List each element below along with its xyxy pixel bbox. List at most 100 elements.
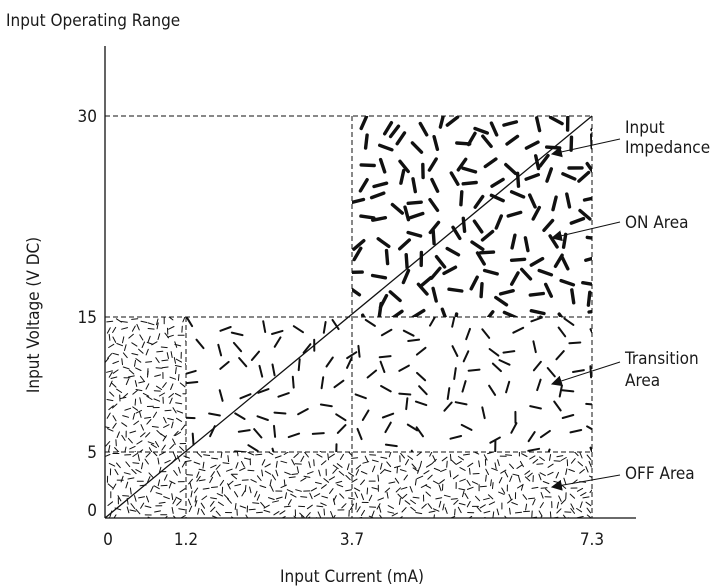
pattern-dash <box>610 274 614 287</box>
pattern-dash <box>353 487 361 492</box>
pattern-dash <box>122 415 129 418</box>
pattern-dash <box>142 392 150 397</box>
pattern-dash <box>180 424 186 431</box>
pattern-dash <box>461 180 478 186</box>
pattern-dash <box>262 320 267 333</box>
pattern-dash <box>333 379 345 389</box>
pattern-dash <box>219 326 232 332</box>
pattern-dash <box>168 393 174 398</box>
pattern-dash <box>372 181 389 189</box>
pattern-dash <box>121 358 123 366</box>
pattern-dash <box>156 350 164 353</box>
pattern-dash <box>404 252 409 270</box>
pattern-dash <box>474 520 476 526</box>
pattern-dash <box>122 393 129 399</box>
pattern-dash <box>502 350 516 354</box>
pattern-dash <box>299 512 305 518</box>
pattern-dash <box>544 282 553 298</box>
pattern-dash <box>449 335 450 348</box>
pattern-dash <box>145 361 153 363</box>
pattern-dash <box>445 246 461 257</box>
pattern-dash <box>558 384 563 398</box>
pattern-dash <box>128 369 135 375</box>
pattern-dash <box>504 515 508 518</box>
pattern-dash <box>585 235 592 240</box>
pattern-dash <box>322 321 327 334</box>
pattern-dash <box>353 328 361 338</box>
pattern-dash <box>317 511 322 518</box>
pattern-dash <box>239 393 252 400</box>
pattern-dash <box>560 457 567 461</box>
pattern-dash <box>129 430 137 434</box>
pattern-dash <box>472 454 481 461</box>
pattern-dash <box>406 200 423 206</box>
pattern-dash <box>407 455 414 460</box>
pattern-dash <box>538 510 543 517</box>
x-tick-3-7: 3.7 <box>340 530 364 550</box>
pattern-dash <box>527 472 533 478</box>
pattern-dash <box>418 121 429 137</box>
pattern-dash <box>357 344 361 358</box>
pattern-dash <box>151 426 159 428</box>
pattern-dash <box>139 375 145 382</box>
pattern-dash <box>234 503 237 510</box>
pattern-dash <box>241 490 246 497</box>
pattern-dash <box>106 327 111 334</box>
pattern-dash <box>359 116 369 131</box>
pattern-dash <box>399 469 407 472</box>
pattern-dash <box>456 157 468 172</box>
pattern-dash <box>467 462 474 468</box>
pattern-dash <box>121 434 126 441</box>
pattern-dash <box>418 385 428 396</box>
pattern-dash <box>164 474 168 481</box>
pattern-dash <box>446 460 448 468</box>
pattern-dash <box>302 343 312 354</box>
transition-area-label-line2: Area <box>625 371 660 391</box>
pattern-dash <box>112 369 119 374</box>
pattern-dash <box>388 481 396 484</box>
pattern-dash <box>264 463 271 468</box>
pattern-dash <box>384 487 391 493</box>
pattern-dash <box>174 365 182 368</box>
pattern-dash <box>460 423 473 431</box>
pattern-dash <box>581 281 592 286</box>
pattern-dash <box>487 494 494 500</box>
pattern-dash <box>179 446 185 452</box>
pattern-dash <box>580 492 587 497</box>
pattern-dash <box>427 520 428 526</box>
pattern-dash <box>589 475 592 478</box>
pattern-dash <box>387 505 394 509</box>
pattern-dash <box>394 477 400 484</box>
pattern-dash <box>273 336 282 348</box>
pattern-dash <box>384 443 398 448</box>
pattern-dash <box>559 278 576 287</box>
pattern-dash <box>476 506 482 513</box>
pattern-dash <box>525 331 537 335</box>
pattern-dash <box>134 398 137 406</box>
pattern-dash <box>145 383 150 390</box>
pattern-dash <box>183 455 190 459</box>
x-tick-1-2: 1.2 <box>174 530 198 550</box>
pattern-dash <box>515 511 522 514</box>
pattern-dash <box>497 459 500 466</box>
pattern-dash <box>335 480 343 484</box>
pattern-dash <box>186 381 199 385</box>
pattern-dash <box>582 496 590 499</box>
pattern-dash <box>301 515 303 518</box>
pattern-dash <box>115 318 122 323</box>
pattern-dash <box>515 171 521 188</box>
pattern-dash <box>147 370 149 378</box>
pattern-dash <box>429 266 442 280</box>
pattern-dash <box>401 268 411 285</box>
pattern-dash <box>490 479 492 487</box>
pattern-dash <box>135 469 142 473</box>
pattern-dash <box>167 453 169 459</box>
pattern-dash <box>196 471 200 478</box>
pattern-dash <box>453 367 457 380</box>
pattern-dash <box>570 508 575 514</box>
pattern-dash <box>152 411 157 418</box>
pattern-dash <box>156 385 163 390</box>
pattern-dash <box>451 225 462 241</box>
pattern-dash <box>271 329 284 335</box>
pattern-dash <box>548 328 551 341</box>
